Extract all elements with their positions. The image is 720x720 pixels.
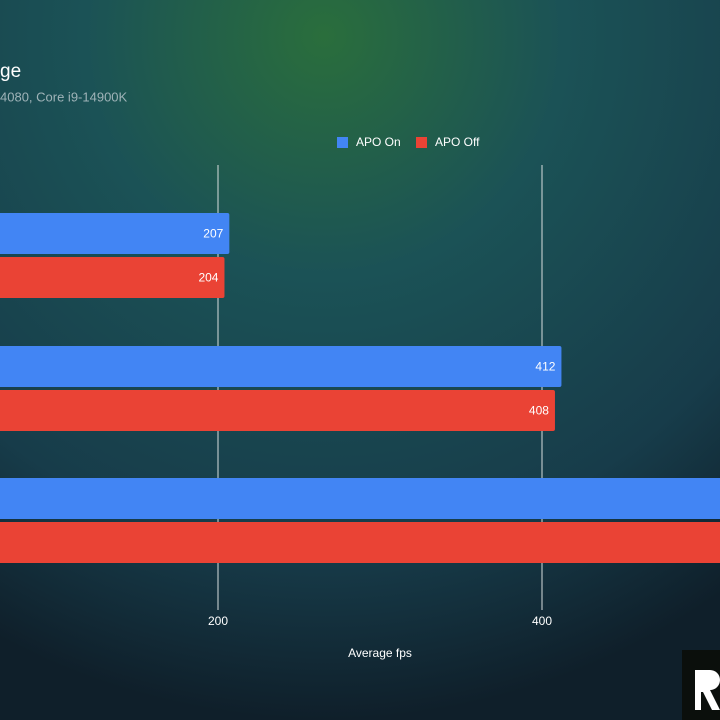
bar (0, 346, 562, 387)
x-tick-label: 200 (208, 614, 228, 628)
value-label: 207 (203, 227, 223, 241)
x-axis-label: Average fps (348, 646, 412, 660)
legend-label: APO Off (435, 135, 480, 149)
chart-subtitle: 4080, Core i9-14900K (0, 89, 128, 104)
legend-label: APO On (356, 135, 401, 149)
logo (682, 650, 720, 720)
bar (0, 213, 230, 254)
x-tick-label: 400 (532, 614, 552, 628)
legend-swatch (337, 137, 348, 148)
chart-title: ge (0, 61, 21, 82)
logo-letter (695, 670, 720, 710)
bar (0, 522, 720, 563)
bar (0, 390, 555, 431)
bar (0, 257, 225, 298)
legend-swatch (416, 137, 427, 148)
value-label: 408 (529, 404, 549, 418)
value-label: 204 (198, 271, 218, 285)
value-label: 412 (535, 360, 555, 374)
bar (0, 478, 720, 519)
